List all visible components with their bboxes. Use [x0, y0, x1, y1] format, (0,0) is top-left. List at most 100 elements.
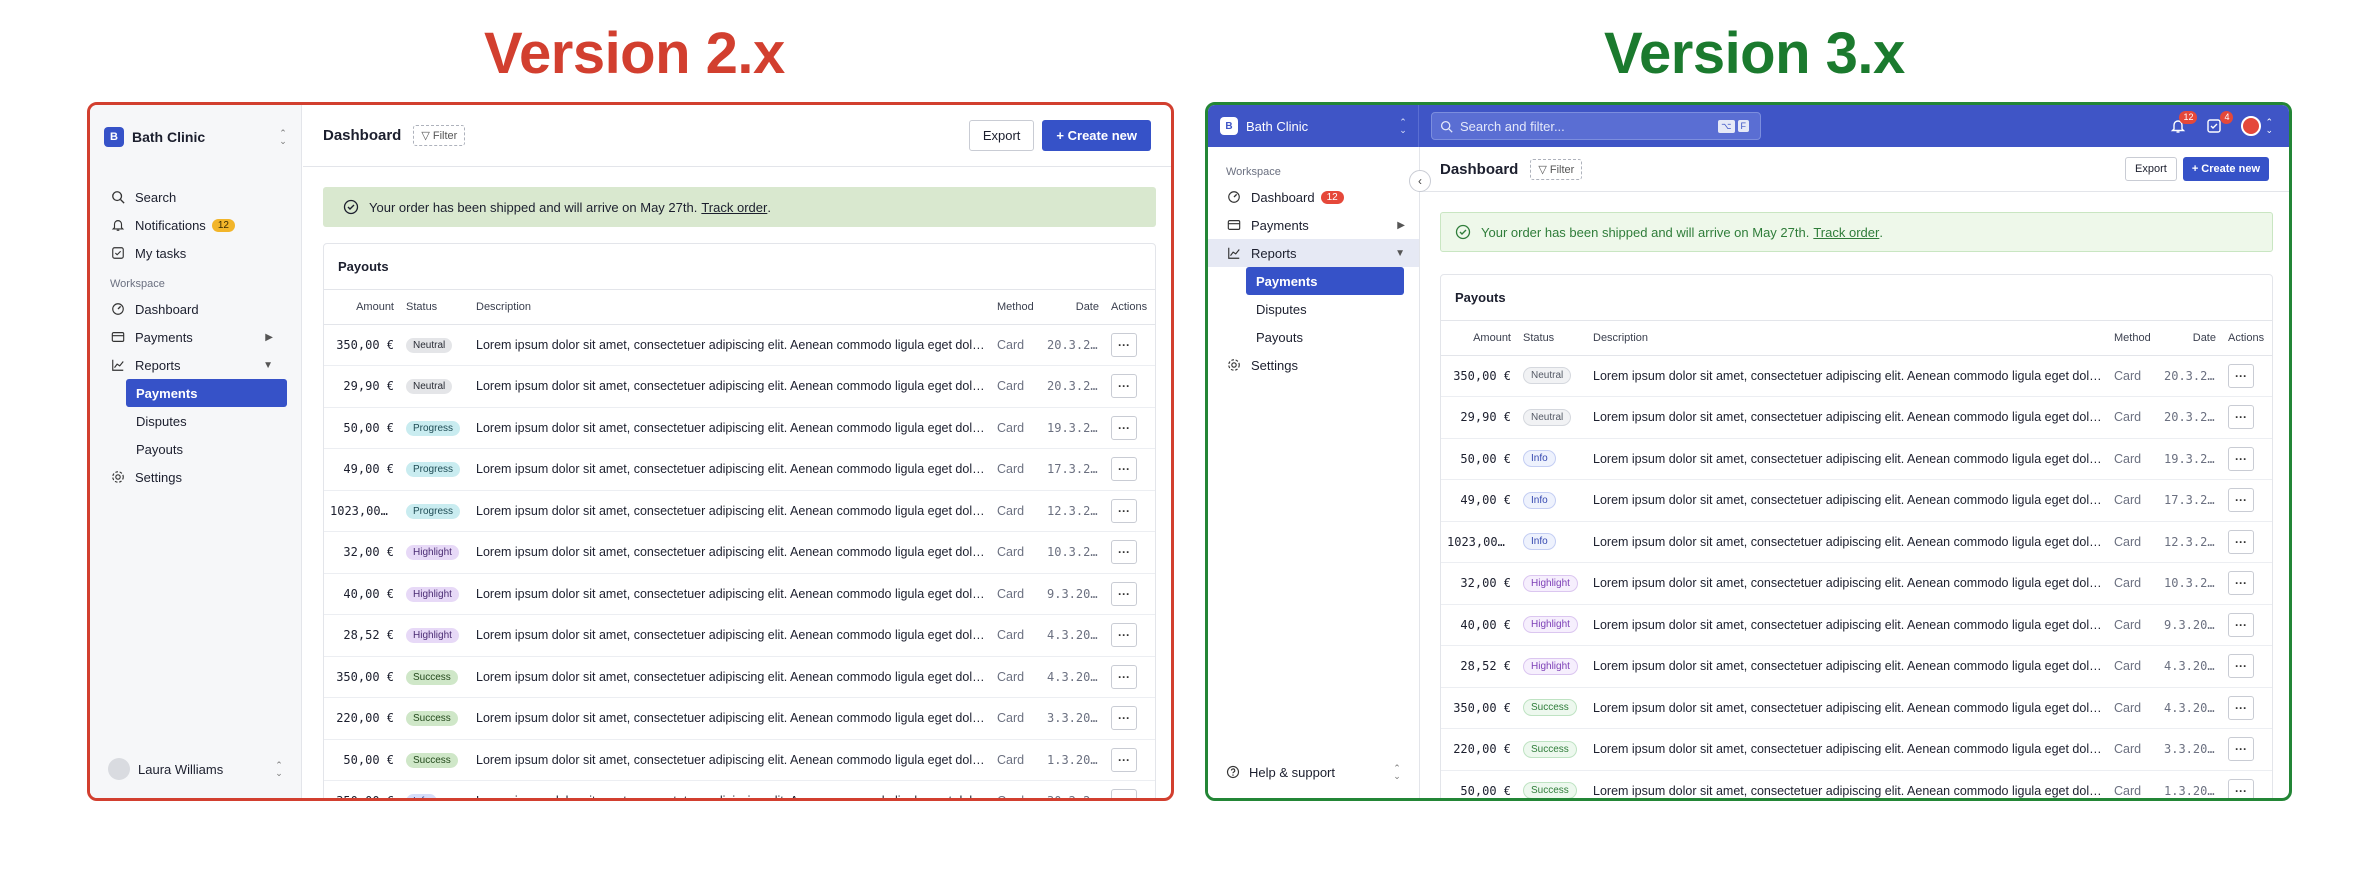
table-row[interactable]: 32,00 € Highlight Lorem ipsum dolor sit am…: [1441, 562, 2272, 605]
row-actions-button[interactable]: ···: [1111, 664, 1137, 689]
table-body: 350,00 € Neutral Lorem ipsum dolor sit ame…: [324, 324, 1155, 798]
method-cell: Card: [2108, 687, 2158, 729]
column-header: Date: [2158, 321, 2222, 356]
row-actions-button[interactable]: ···: [2228, 363, 2254, 388]
table-row[interactable]: 28,52 € Highlight Lorem ipsum dolor sit am…: [324, 614, 1155, 657]
table-row[interactable]: 50,00 € Success Lorem ipsum dolor sit amet…: [1441, 770, 2272, 798]
table-row[interactable]: 50,00 € Success Lorem ipsum dolor sit amet…: [324, 739, 1155, 781]
actions-cell: ···: [1105, 780, 1155, 798]
table-row[interactable]: 350,00 € Success Lorem ipsum dolor sit ame…: [324, 656, 1155, 698]
row-actions-button[interactable]: ···: [1111, 540, 1137, 565]
create-new-button[interactable]: + Create new: [1042, 120, 1151, 151]
sidebar-item-my-tasks[interactable]: My tasks: [90, 239, 301, 267]
table-row[interactable]: 50,00 € Info Lorem ipsum dolor sit amet, c…: [1441, 438, 2272, 480]
help-label: Help & support: [1249, 764, 1335, 780]
table-row[interactable]: 1023,00 € Info Lorem ipsum dolor sit amet,…: [1441, 521, 2272, 563]
sidebar-item-payments[interactable]: Payments ▶: [1208, 211, 1419, 239]
sidebar-item-reports[interactable]: Reports ▼: [1208, 239, 1419, 267]
table-row[interactable]: 29,90 € Neutral Lorem ipsum dolor sit amet…: [1441, 396, 2272, 439]
table-row[interactable]: 28,52 € Highlight Lorem ipsum dolor sit am…: [1441, 645, 2272, 688]
table-row[interactable]: 32,00 € Highlight Lorem ipsum dolor sit am…: [324, 531, 1155, 574]
row-actions-button[interactable]: ···: [1111, 498, 1137, 523]
track-order-link[interactable]: Track order: [701, 199, 768, 215]
shipping-alert: Your order has been shipped and will arr…: [1440, 212, 2273, 252]
sidebar-item-label: Dashboard: [1251, 189, 1315, 205]
row-actions-button[interactable]: ···: [2228, 488, 2254, 513]
user-menu[interactable]: Laura Williams ⌃ ⌄: [108, 758, 284, 780]
track-order-link[interactable]: Track order: [1813, 224, 1880, 240]
table-row[interactable]: 50,00 € Progress Lorem ipsum dolor sit ame…: [324, 407, 1155, 449]
row-actions-button[interactable]: ···: [1111, 374, 1137, 399]
v3-nav: Workspace Dashboard 12 Payments ▶ Report…: [1208, 161, 1419, 379]
row-actions-button[interactable]: ···: [2228, 405, 2254, 430]
row-actions-button[interactable]: ···: [2228, 695, 2254, 720]
collapse-sidebar-button[interactable]: ‹: [1409, 170, 1431, 192]
filter-button[interactable]: ▽ Filter: [1530, 158, 1583, 180]
date-cell: 20.3.2021: [1041, 324, 1105, 366]
row-actions-button[interactable]: ···: [1111, 581, 1137, 606]
sidebar-item-reports[interactable]: Reports ▼: [90, 351, 301, 379]
table-row[interactable]: 40,00 € Highlight Lorem ipsum dolor sit am…: [1441, 604, 2272, 646]
export-button[interactable]: Export: [2125, 157, 2177, 181]
row-actions-button[interactable]: ···: [1111, 747, 1137, 772]
sidebar-subitem-payments[interactable]: Payments: [1246, 267, 1404, 295]
sidebar-item-dashboard[interactable]: Dashboard: [90, 295, 301, 323]
description-cell: Lorem ipsum dolor sit amet, consectetuer…: [470, 656, 991, 698]
status-cell: Progress: [400, 407, 470, 449]
row-actions-button[interactable]: ···: [1111, 415, 1137, 440]
sidebar-item-search[interactable]: Search: [90, 183, 301, 211]
table-row[interactable]: 49,00 € Info Lorem ipsum dolor sit amet, c…: [1441, 479, 2272, 522]
table-row[interactable]: 1023,00 € Progress Lorem ipsum dolor sit a…: [324, 490, 1155, 532]
v2-brand-switcher[interactable]: B Bath Clinic ⌃ ⌄: [104, 125, 288, 149]
row-actions-button[interactable]: ···: [2228, 446, 2254, 471]
avatar[interactable]: [2241, 116, 2262, 136]
row-actions-button[interactable]: ···: [2228, 571, 2254, 596]
table-row[interactable]: 49,00 € Progress Lorem ipsum dolor sit ame…: [324, 448, 1155, 491]
sidebar-subitem-payouts[interactable]: Payouts: [136, 441, 183, 457]
status-badge: Highlight: [406, 545, 459, 561]
row-actions-button[interactable]: ···: [2228, 654, 2254, 679]
create-new-button[interactable]: + Create new: [2182, 157, 2269, 181]
amount-cell: 29,90 €: [324, 365, 400, 408]
filter-button[interactable]: ▽ Filter: [413, 125, 466, 146]
sidebar-item-settings[interactable]: Settings: [90, 463, 301, 491]
search-input[interactable]: Search and filter... ⌥ F: [1431, 112, 1761, 140]
tasks-count-badge: 4: [2220, 111, 2234, 124]
sidebar-subitem-payments[interactable]: Payments: [126, 379, 287, 407]
table-row[interactable]: 350,00 € Info Lorem ipsum dolor sit amet, …: [324, 780, 1155, 798]
actions-cell: ···: [1105, 365, 1155, 408]
sidebar-item-dashboard[interactable]: Dashboard 12: [1208, 183, 1419, 211]
notifications-button[interactable]: 12: [2167, 111, 2198, 137]
sidebar-item-payments[interactable]: Payments ▶: [90, 323, 301, 351]
row-actions-button[interactable]: ···: [2228, 529, 2254, 554]
table-row[interactable]: 220,00 € Success Lorem ipsum dolor sit ame…: [1441, 728, 2272, 771]
row-actions-button[interactable]: ···: [1111, 623, 1137, 648]
search-icon: [1440, 120, 1453, 133]
row-actions-button[interactable]: ···: [2228, 778, 2254, 798]
sidebar-subitem-disputes[interactable]: Disputes: [1256, 301, 1307, 317]
table-row[interactable]: 350,00 € Success Lorem ipsum dolor sit ame…: [1441, 687, 2272, 729]
sidebar-subitem-payouts[interactable]: Payouts: [1256, 329, 1303, 345]
table-row[interactable]: 40,00 € Highlight Lorem ipsum dolor sit am…: [324, 573, 1155, 615]
table-row[interactable]: 350,00 € Neutral Lorem ipsum dolor sit ame…: [324, 324, 1155, 366]
sidebar-subitem-disputes[interactable]: Disputes: [136, 413, 187, 429]
updown-chevron-icon: ⌃ ⌄: [279, 128, 287, 146]
row-actions-button[interactable]: ···: [1111, 706, 1137, 731]
row-actions-button[interactable]: ···: [1111, 332, 1137, 357]
sidebar-item-settings[interactable]: Settings: [1208, 351, 1419, 379]
column-header: Method: [991, 290, 1041, 325]
row-actions-button[interactable]: ···: [1111, 457, 1137, 482]
help-support-menu[interactable]: Help & support ⌃ ⌄: [1226, 764, 1402, 781]
export-button[interactable]: Export: [968, 120, 1035, 151]
row-actions-button[interactable]: ···: [1111, 789, 1137, 798]
method-cell: Card: [2108, 604, 2158, 646]
sidebar-item-notifications[interactable]: Notifications 12: [90, 211, 301, 239]
row-actions-button[interactable]: ···: [2228, 612, 2254, 637]
tasks-button[interactable]: 4: [2203, 111, 2234, 137]
description-cell: Lorem ipsum dolor sit amet, consectetuer…: [470, 407, 991, 449]
v3-brand-switcher[interactable]: B Bath Clinic ⌃ ⌄: [1208, 105, 1419, 147]
table-row[interactable]: 350,00 € Neutral Lorem ipsum dolor sit ame…: [1441, 355, 2272, 397]
row-actions-button[interactable]: ···: [2228, 737, 2254, 762]
table-row[interactable]: 220,00 € Success Lorem ipsum dolor sit ame…: [324, 697, 1155, 740]
table-row[interactable]: 29,90 € Neutral Lorem ipsum dolor sit amet…: [324, 365, 1155, 408]
